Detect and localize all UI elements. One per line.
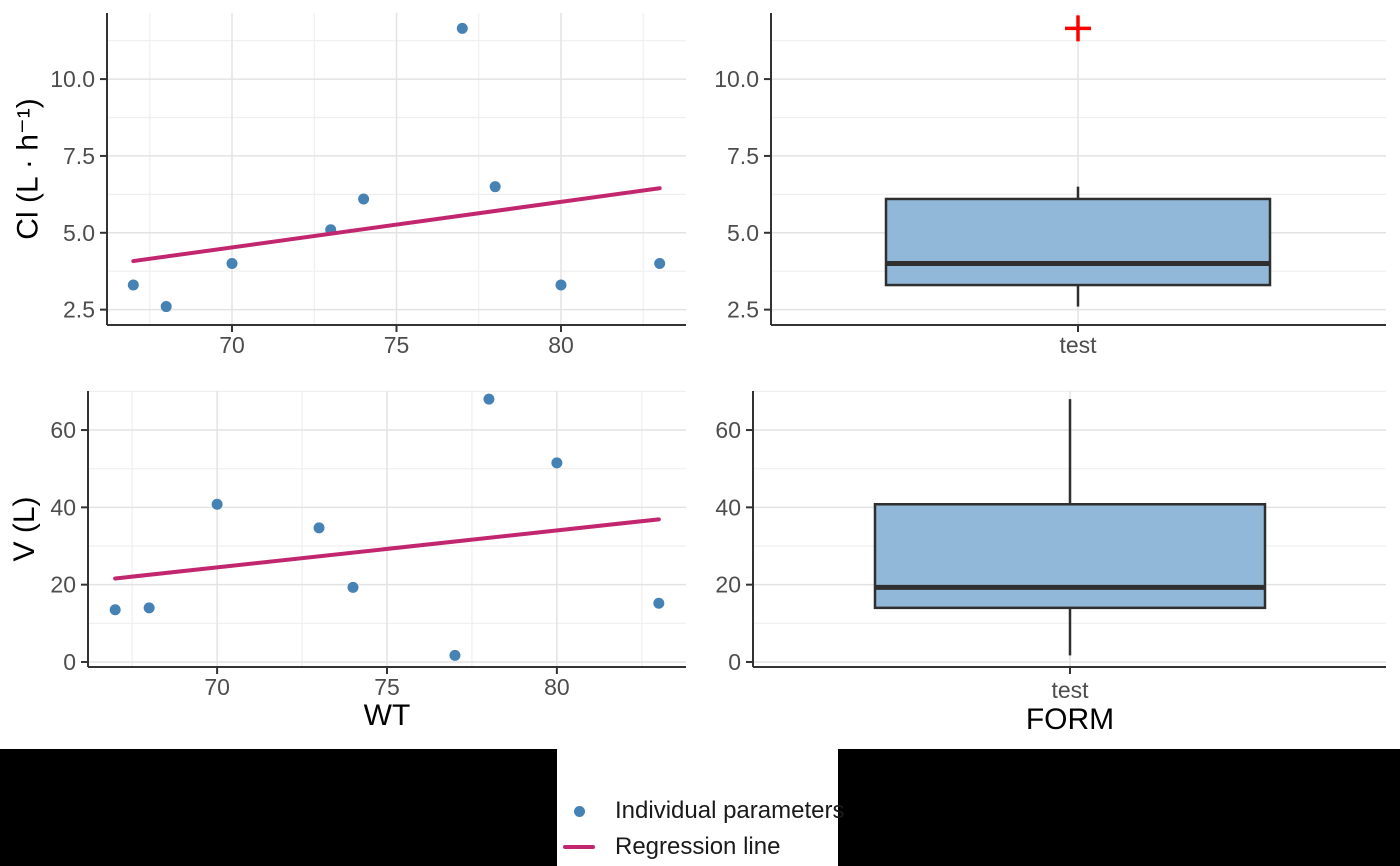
scatter-point bbox=[654, 258, 666, 270]
y-axis-title-cl: Cl (L · h⁻¹) bbox=[11, 98, 45, 240]
y-tick-label: 40 bbox=[50, 494, 76, 520]
scatter-point bbox=[489, 181, 501, 193]
black-band-right bbox=[838, 749, 1400, 866]
y-tick-label: 7.5 bbox=[727, 143, 759, 169]
y-tick-label: 20 bbox=[715, 572, 741, 598]
scatter-point bbox=[456, 22, 468, 34]
y-tick-label: 2.5 bbox=[727, 297, 759, 323]
boxplot-box bbox=[884, 197, 1272, 287]
y-tick-label: 0 bbox=[63, 649, 76, 675]
legend: Individual parameters Regression line bbox=[557, 749, 844, 866]
regression-line bbox=[131, 186, 662, 264]
legend-label-regression-line: Regression line bbox=[615, 833, 781, 860]
y-tick-label: 0 bbox=[728, 649, 741, 675]
y-tick-label: 5.0 bbox=[63, 220, 95, 246]
legend-label-individual-parameters: Individual parameters bbox=[615, 797, 845, 824]
x-tick-label: 70 bbox=[219, 332, 245, 358]
black-band-left bbox=[0, 749, 557, 866]
plots-svg: 2.5 5.0 7.5 10.0 70 75 80 2.5 5.0 7.5 10.0 test 0 20 4… bbox=[50, 13, 1386, 703]
legend-key bbox=[557, 845, 601, 849]
scatter-point bbox=[358, 193, 370, 205]
y-tick-label: 7.5 bbox=[63, 143, 95, 169]
x-tick-label: 80 bbox=[548, 332, 574, 358]
category-tick-label: test bbox=[1059, 332, 1097, 358]
y-tick-label: 40 bbox=[715, 494, 741, 520]
scatter-point bbox=[226, 258, 238, 270]
scatter-point bbox=[347, 581, 359, 593]
legend-item-individual-parameters: Individual parameters bbox=[557, 797, 845, 824]
x-tick-label: 75 bbox=[384, 332, 410, 358]
y-tick-label: 5.0 bbox=[727, 220, 759, 246]
scatter-point bbox=[449, 649, 461, 661]
scatter-point bbox=[127, 279, 139, 291]
scatter-point bbox=[653, 597, 665, 609]
x-axis-title-form: FORM bbox=[1025, 703, 1115, 736]
y-tick-label: 10.0 bbox=[714, 66, 759, 92]
scatter-point bbox=[483, 393, 495, 405]
scatter-point bbox=[160, 301, 172, 313]
scatter-point bbox=[143, 602, 155, 614]
legend-key bbox=[557, 805, 601, 817]
scatter-point bbox=[551, 457, 563, 469]
scatter-point bbox=[109, 604, 121, 616]
boxplot-box bbox=[873, 503, 1267, 610]
y-tick-label: 10.0 bbox=[50, 66, 95, 92]
legend-item-regression-line: Regression line bbox=[557, 833, 781, 860]
x-tick-label: 75 bbox=[374, 674, 400, 700]
x-axis-title-wt: WT bbox=[363, 699, 411, 732]
category-tick-label: test bbox=[1051, 677, 1089, 703]
line-swatch-icon bbox=[563, 845, 595, 849]
scatter-point bbox=[555, 279, 567, 291]
y-tick-label: 20 bbox=[50, 572, 76, 598]
scatter-point bbox=[313, 522, 325, 534]
scatter-point bbox=[211, 498, 223, 510]
x-tick-label: 70 bbox=[204, 674, 230, 700]
point-swatch-icon bbox=[573, 805, 585, 817]
y-tick-label: 2.5 bbox=[63, 297, 95, 323]
y-tick-label: 60 bbox=[50, 417, 76, 443]
y-axis-title-v: V (L) bbox=[8, 496, 41, 562]
y-tick-label: 60 bbox=[715, 417, 741, 443]
x-tick-label: 80 bbox=[544, 674, 570, 700]
regression-line bbox=[113, 517, 661, 581]
